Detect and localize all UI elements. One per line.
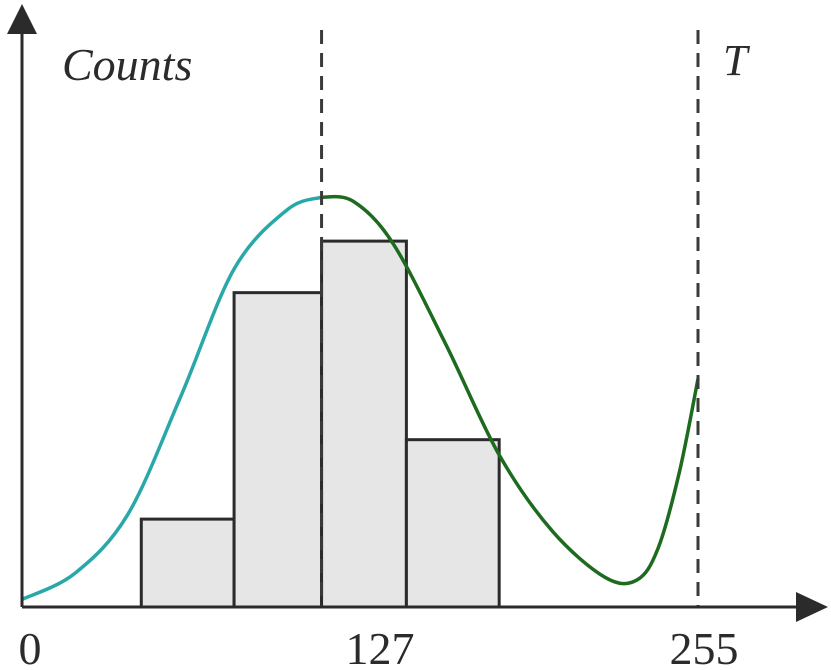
bars-layer [139,239,501,609]
histogram-bar-4 [404,438,501,609]
curve-left-segment [21,195,323,601]
y-axis-arrow [7,4,37,34]
markers-layer [320,30,700,607]
curve-layer [21,194,700,601]
threshold-label: T [723,36,751,85]
x-tick-label-255: 255 [670,623,739,670]
histogram-bar-2 [232,291,324,609]
x-tick-label-0: 0 [19,623,42,670]
curve-right-segment [321,194,700,586]
histogram-bar-1 [139,517,236,609]
x-tick-labels: 0 127 255 [19,623,739,670]
x-axis-arrow [796,592,828,622]
histogram-bar-3 [320,239,408,609]
y-axis-label: Counts [62,39,192,90]
x-tick-label-127: 127 [346,623,415,670]
